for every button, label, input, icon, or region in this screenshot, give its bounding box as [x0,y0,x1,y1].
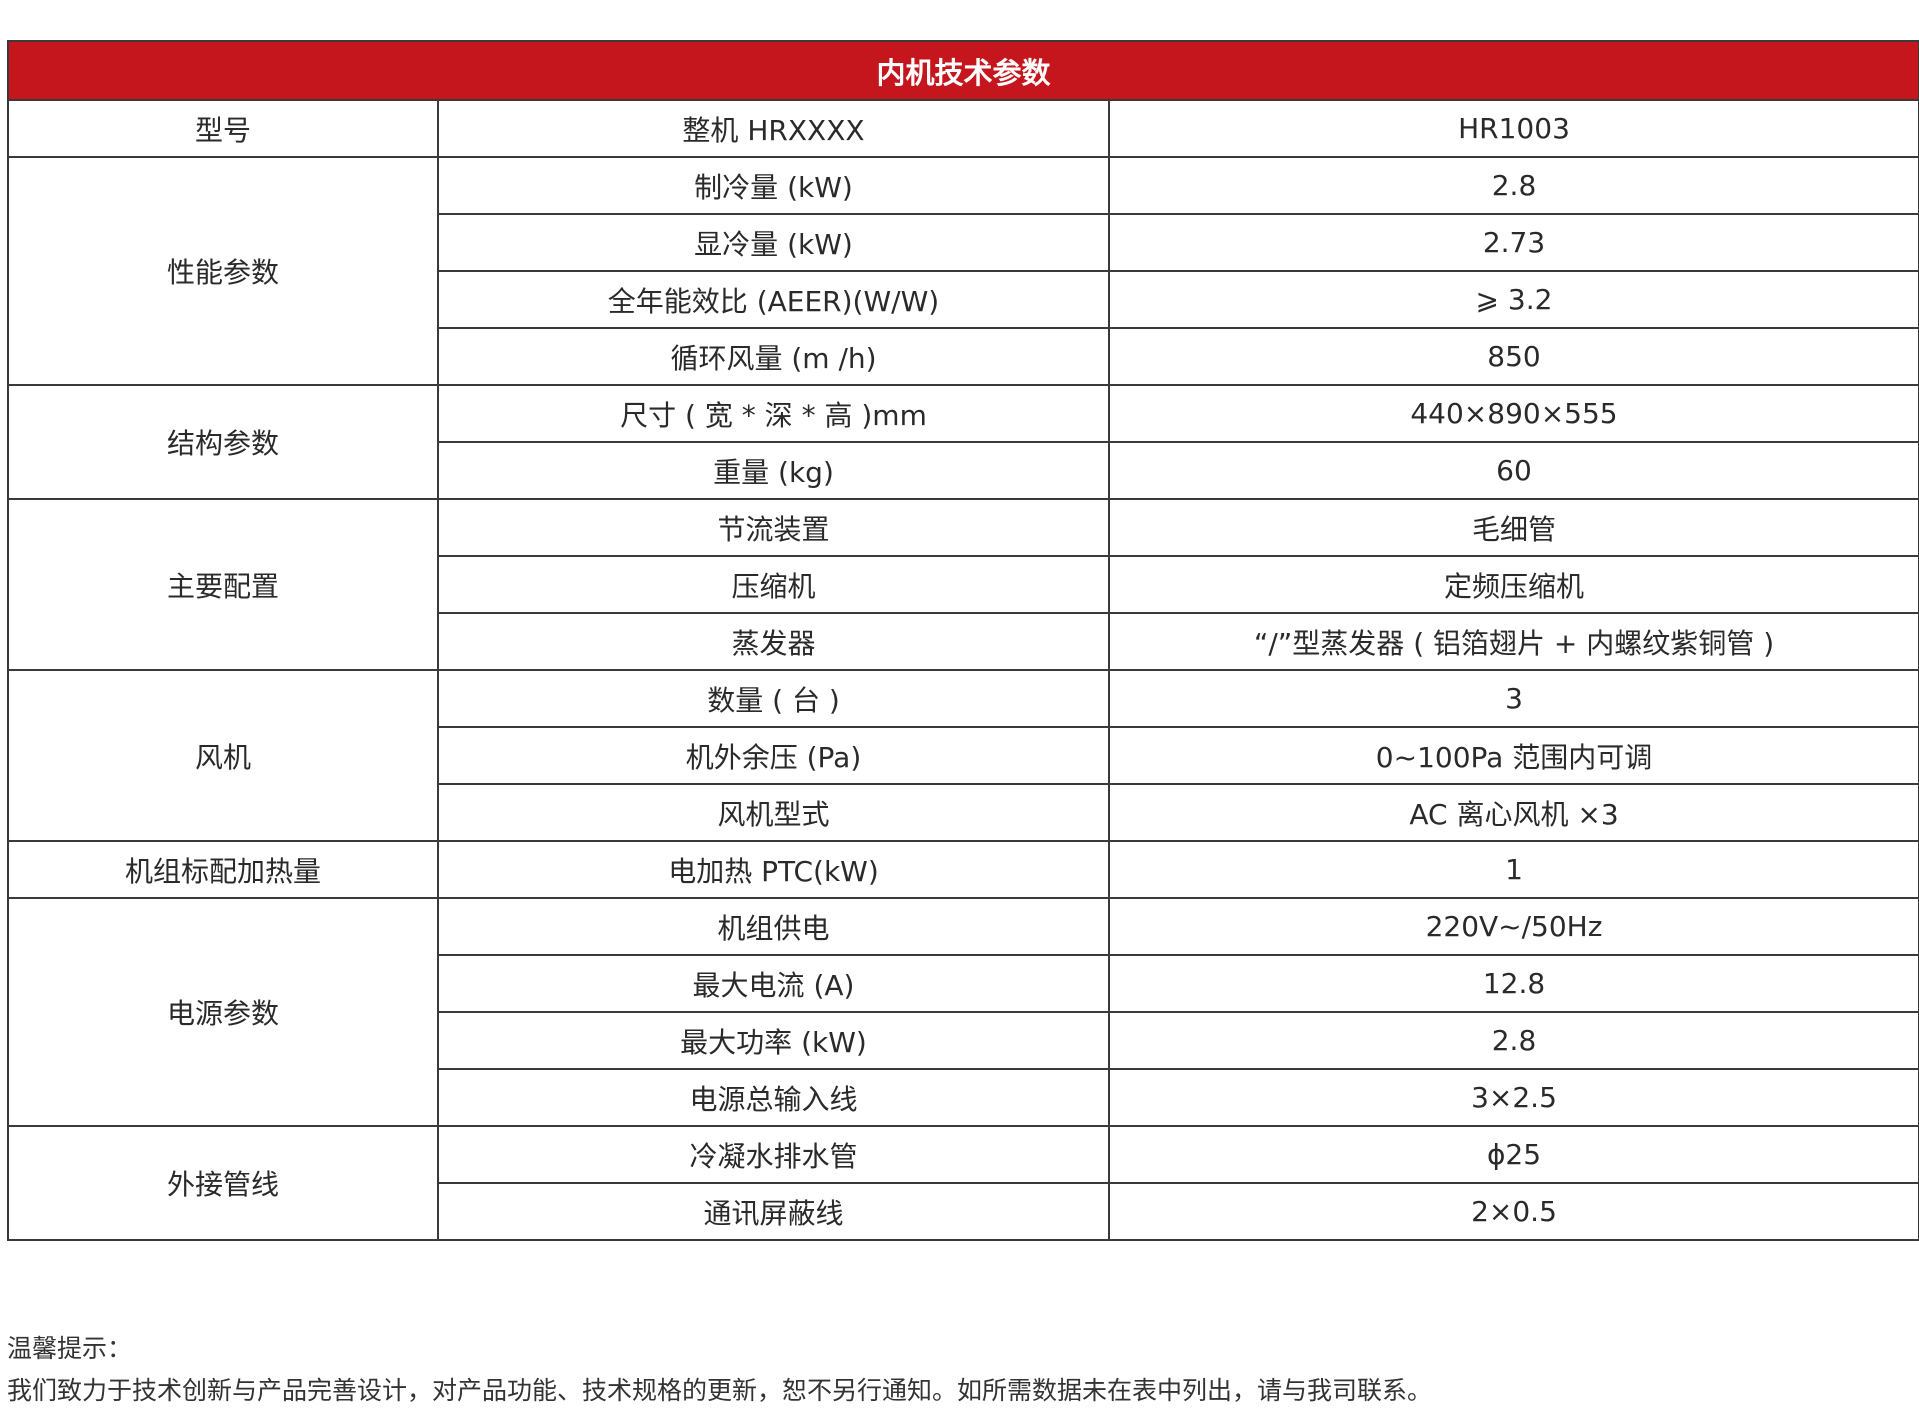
group-label: 机组标配加热量 [7,840,439,899]
table-row: 全年能效比 (AEER)(W/W) ⩾ 3.2 [8,270,1919,329]
table-row: 电源参数 机组供电 220V~/50Hz [7,897,1919,1127]
param-value: ⩾ 3.2 [1108,270,1919,329]
param-value: 2.8 [1108,156,1919,215]
param-value: 2.73 [1108,213,1919,272]
group-label: 外接管线 [7,1125,439,1241]
param-value: AC 离心风机 ×3 [1108,783,1919,842]
param-name: 压缩机 [437,555,1110,614]
group-label: 结构参数 [7,384,439,500]
group-label: 电源参数 [7,897,439,1127]
param-value: ϕ25 [1108,1125,1919,1184]
param-name: 冷凝水排水管 [437,1125,1110,1184]
param-name: 电源总输入线 [437,1068,1110,1127]
param-value: 440×890×555 [1108,384,1919,443]
group-label: 风机 [7,669,439,842]
param-value: 220V~/50Hz [1108,897,1919,956]
spec-table: 内机技术参数 型号 整机 HRXXXX HR1003 性能参数 制冷量 (kW) 2.8 显… [7,40,1919,1241]
param-name: 制冷量 (kW) [437,156,1110,215]
param-value: 60 [1108,441,1919,500]
param-value: 定频压缩机 [1108,555,1919,614]
param-name: 重量 (kg) [437,441,1110,500]
table-row: 最大电流 (A) 12.8 [8,954,1919,1013]
table-row: 型号 整机 HRXXXX HR1003 [7,99,1919,158]
group-label: 性能参数 [7,156,439,386]
table-row: 电源总输入线 3×2.5 [8,1068,1919,1127]
param-value: 1 [1108,840,1919,899]
param-value: 2×0.5 [1108,1182,1919,1241]
param-name: 风机型式 [437,783,1110,842]
param-name: 整机 HRXXXX [437,99,1110,158]
table-row: 通讯屏蔽线 2×0.5 [8,1182,1919,1241]
table-row: 性能参数 制冷量 (kW) 2.8 [7,156,1919,386]
param-name: 全年能效比 (AEER)(W/W) [437,270,1110,329]
table-row: 循环风量 (m /h) 850 [8,327,1919,386]
table-row: 机外余压 (Pa) 0~100Pa 范围内可调 [8,726,1919,785]
param-name: 机组供电 [437,897,1110,956]
notes: 温馨提示： 我们致力于技术创新与产品完善设计，对产品功能、技术规格的更新，恕不另… [7,1328,1432,1412]
param-name: 循环风量 (m /h) [437,327,1110,386]
table-row: 结构参数 尺寸 ( 宽 * 深 * 高 )mm 440×890×555 [7,384,1919,500]
table-row: 压缩机 定频压缩机 [8,555,1919,614]
table-row: 显冷量 (kW) 2.73 [8,213,1919,272]
table-row: 主要配置 节流装置 毛细管 [7,498,1919,671]
group-label: 型号 [7,99,439,158]
param-value: 0~100Pa 范围内可调 [1108,726,1919,785]
table-row: 机组标配加热量 电加热 PTC(kW) 1 [7,840,1919,899]
param-name: 显冷量 (kW) [437,213,1110,272]
param-name: 通讯屏蔽线 [437,1182,1110,1241]
param-name: 蒸发器 [437,612,1110,671]
param-value: “/”型蒸发器 ( 铝箔翅片 + 内螺纹紫铜管 ) [1108,612,1919,671]
table-row: 外接管线 冷凝水排水管 ϕ25 [7,1125,1919,1241]
param-value: 2.8 [1108,1011,1919,1070]
param-value: 3×2.5 [1108,1068,1919,1127]
param-name: 电加热 PTC(kW) [437,840,1110,899]
table-row: 风机型式 AC 离心风机 ×3 [8,783,1919,842]
param-name: 最大功率 (kW) [437,1011,1110,1070]
table-row: 蒸发器 “/”型蒸发器 ( 铝箔翅片 + 内螺纹紫铜管 ) [8,612,1919,671]
param-value: 12.8 [1108,954,1919,1013]
param-name: 节流装置 [437,498,1110,557]
param-name: 尺寸 ( 宽 * 深 * 高 )mm [437,384,1110,443]
param-value: 850 [1108,327,1919,386]
param-value: 毛细管 [1108,498,1919,557]
notes-heading: 温馨提示： [7,1334,133,1363]
param-value: HR1003 [1108,99,1919,158]
notes-text: 我们致力于技术创新与产品完善设计，对产品功能、技术规格的更新，恕不另行通知。如所… [7,1376,1433,1405]
param-name: 最大电流 (A) [437,954,1110,1013]
table-row: 重量 (kg) 60 [8,441,1919,500]
param-name: 数量 ( 台 ) [437,669,1110,728]
table-row: 风机 数量 ( 台 ) 3 [7,669,1919,842]
group-label: 主要配置 [7,498,439,671]
table-row: 最大功率 (kW) 2.8 [8,1011,1919,1070]
table-title: 内机技术参数 [7,40,1919,101]
param-name: 机外余压 (Pa) [437,726,1110,785]
param-value: 3 [1108,669,1919,728]
